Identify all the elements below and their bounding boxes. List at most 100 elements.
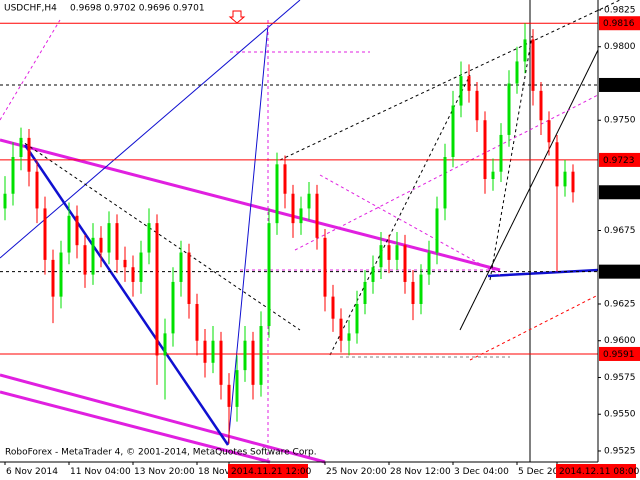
candle-body <box>131 267 135 282</box>
candle-body <box>331 296 335 319</box>
candle-body <box>75 215 79 246</box>
candle-body <box>563 171 567 187</box>
candle-body <box>571 171 575 193</box>
trend-line <box>0 373 326 464</box>
trend-line <box>279 0 621 161</box>
candle-body <box>459 76 463 106</box>
level-label: 0.9723 <box>603 156 635 166</box>
candle-body <box>491 171 495 180</box>
trend-line <box>489 35 533 281</box>
candle-body <box>267 223 271 327</box>
candle-body <box>147 223 151 253</box>
candle-body <box>395 245 399 260</box>
level-box <box>599 16 640 31</box>
candle-body <box>171 281 175 334</box>
candle-body <box>315 193 319 238</box>
candles <box>3 23 575 444</box>
candle-body <box>347 333 351 341</box>
x-tick-label: 2014.12.11 08:00 <box>559 467 640 477</box>
drawings <box>0 0 621 464</box>
trend-line <box>319 174 501 276</box>
candle-body <box>355 303 359 334</box>
trend-line <box>459 49 599 331</box>
x-tick-label: 28 Nov 12:00 <box>390 467 451 477</box>
level-label: 0.9774 <box>603 81 635 91</box>
candle-body <box>427 252 431 275</box>
candle-body <box>363 281 367 304</box>
x-tick-label: 25 Nov 20:00 <box>326 467 387 477</box>
candle-body <box>107 223 111 253</box>
trend-line <box>227 24 269 446</box>
candle-body <box>547 120 551 143</box>
x-tick-label: 6 Nov 2014 <box>6 467 58 477</box>
candle-body <box>435 208 439 253</box>
candle-body <box>155 223 159 356</box>
level-box <box>599 77 640 92</box>
axis-labels: 0.9825 0.9800 0.9750 0.9675 0.9625 0.9600 0.95… <box>4 5 640 478</box>
candle-body <box>83 245 87 275</box>
y-tick-label: 0.9575 <box>604 373 636 383</box>
candle-body <box>3 193 7 209</box>
trend-line <box>23 144 230 446</box>
candle-body <box>27 137 31 172</box>
candle-body <box>283 164 287 194</box>
candle-body <box>35 171 39 209</box>
x-highlight-box <box>556 464 636 478</box>
candle-body <box>475 90 479 121</box>
candle-body <box>339 318 343 341</box>
level-box <box>599 346 640 361</box>
candle-body <box>227 384 231 407</box>
candle-body <box>179 252 183 282</box>
candle-body <box>19 137 23 157</box>
trend-line <box>487 268 599 278</box>
candle-body <box>43 208 47 260</box>
candle-body <box>531 39 535 91</box>
candle-body <box>211 340 215 363</box>
candle-body <box>379 245 383 268</box>
candle-body <box>555 142 559 187</box>
candle-body <box>11 156 15 194</box>
candle-body <box>523 39 527 62</box>
candle-body <box>499 134 503 172</box>
candle-body <box>187 252 191 304</box>
candle-body <box>291 193 295 224</box>
candle-body <box>219 340 223 385</box>
candle-body <box>371 267 375 282</box>
candle-body <box>235 370 239 407</box>
x-tick-label: 13 Nov 20:00 <box>134 467 195 477</box>
levels <box>0 22 598 355</box>
x-tick-label: 11 Nov 04:00 <box>70 467 131 477</box>
candle-body <box>91 237 95 275</box>
candle-body <box>467 76 471 91</box>
candle-body <box>203 340 207 363</box>
candle-body <box>51 259 55 297</box>
level-label: 0.9816 <box>603 19 635 29</box>
candle-body <box>387 245 391 260</box>
candle-body <box>419 274 423 304</box>
candle-body <box>451 105 455 157</box>
candle-body <box>515 61 519 84</box>
sell-arrow <box>228 10 246 24</box>
candle-body <box>67 215 71 253</box>
chart-title: USDCHF,H4 <box>4 4 57 14</box>
candle-body <box>251 340 255 385</box>
candle-body <box>163 333 167 356</box>
candle-body <box>299 208 303 224</box>
candle-body <box>243 340 247 371</box>
level-box <box>599 185 640 200</box>
candle-body <box>403 245 407 282</box>
trend-line <box>0 19 61 121</box>
x-tick-label: 18 Nov <box>198 467 231 477</box>
candle-body <box>99 237 103 253</box>
level-label: 0.9591 <box>603 350 635 360</box>
y-tick-label: 0.9600 <box>604 336 636 346</box>
y-tick-label: 0.9825 <box>604 5 636 15</box>
y-tick-label: 0.9525 <box>604 446 636 456</box>
annotation: RoboForex - MetaTrader 4, © 2001-2014, M… <box>5 448 317 458</box>
candle-body <box>259 326 263 385</box>
x-tick-label: 3 Dec 04:00 <box>454 467 509 477</box>
trend-line <box>0 0 301 259</box>
x-highlight-box <box>228 464 308 478</box>
